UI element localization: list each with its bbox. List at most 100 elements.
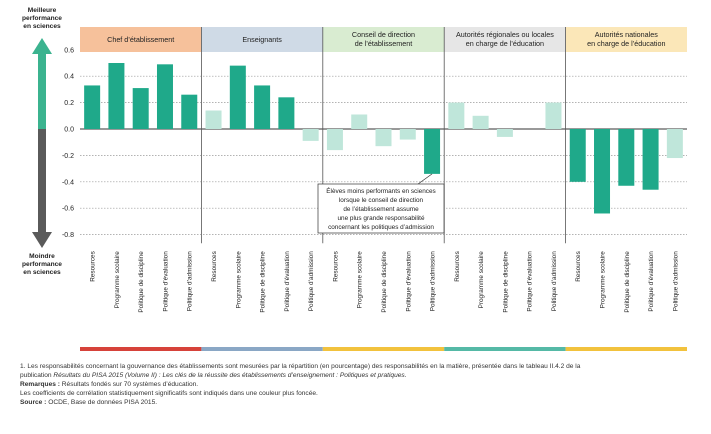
category-label: Resources bbox=[90, 251, 97, 282]
group-title: Autorités régionales ou locales bbox=[456, 30, 554, 39]
category-label: Politique d’évaluation bbox=[162, 251, 169, 312]
group-color-band bbox=[322, 347, 445, 351]
y-tick-label: 0.2 bbox=[64, 100, 74, 107]
remarks-line-1: Remarques : Résultats fondés sur 70 syst… bbox=[20, 380, 696, 389]
group-color-band bbox=[565, 347, 687, 351]
group-header bbox=[444, 27, 566, 52]
annotation-text: lorsque le conseil de direction bbox=[339, 197, 424, 204]
category-label: Programme scolaire bbox=[114, 251, 121, 309]
group-title: Enseignants bbox=[242, 35, 282, 44]
y-tick-label: 0.6 bbox=[64, 47, 74, 54]
group-header bbox=[80, 27, 202, 52]
group-title: en charge de l’éducation bbox=[587, 39, 665, 48]
category-label: Politique d’évaluation bbox=[648, 251, 655, 312]
annotation-text: concernant les politiques d’admission bbox=[328, 224, 434, 231]
source-line: Source : OCDE, Base de données PISA 2015… bbox=[20, 398, 696, 407]
bar bbox=[496, 129, 513, 137]
bar bbox=[181, 94, 198, 129]
category-label: Politique de discipline bbox=[138, 251, 145, 313]
bar bbox=[205, 110, 222, 129]
group-title: Autorités nationales bbox=[595, 30, 659, 39]
bar bbox=[448, 102, 465, 129]
bar bbox=[132, 88, 149, 129]
bar bbox=[642, 129, 659, 190]
annotation-text: une plus grande responsabilité bbox=[337, 215, 424, 222]
bar bbox=[108, 63, 125, 129]
category-label: Politique de discipline bbox=[502, 251, 509, 313]
bar bbox=[424, 129, 441, 174]
source-text: OCDE, Base de données PISA 2015. bbox=[46, 399, 158, 406]
annotation-box bbox=[317, 183, 445, 234]
category-label: Politique d’évaluation bbox=[284, 251, 291, 312]
bar bbox=[375, 129, 392, 147]
category-label: Programme scolaire bbox=[235, 251, 242, 309]
source-label: Source : bbox=[20, 399, 47, 406]
bar bbox=[472, 115, 489, 129]
category-label: Politique d’admission bbox=[187, 251, 194, 311]
annotation-text: de l’établissement assume bbox=[343, 206, 419, 213]
bar bbox=[618, 129, 635, 186]
group-header bbox=[322, 27, 445, 52]
chart-notes: 1. Les responsabilités concernant la gou… bbox=[20, 362, 696, 407]
y-tick-label: -0.6 bbox=[62, 206, 74, 213]
y-tick-label: -0.8 bbox=[62, 232, 74, 239]
annotation-leader bbox=[417, 173, 433, 185]
bar bbox=[254, 85, 271, 129]
y-tick-label: -0.4 bbox=[62, 179, 74, 186]
bar bbox=[351, 114, 368, 129]
category-label: Politique d’évaluation bbox=[527, 251, 534, 312]
note-1-prefix: publication bbox=[20, 372, 54, 379]
bar bbox=[399, 129, 416, 140]
category-label: Politique de discipline bbox=[381, 251, 388, 313]
group-header bbox=[201, 27, 323, 52]
category-label: Politique de discipline bbox=[624, 251, 631, 313]
bar bbox=[569, 129, 586, 182]
bar bbox=[666, 129, 683, 159]
arrow-shaft-up bbox=[38, 53, 46, 129]
bar bbox=[84, 85, 101, 129]
y-top-label: Meilleure bbox=[28, 7, 57, 14]
governance-correlation-chart: 0.6 0.4 0.2 0.0 -0.2 -0.4 -0.6 -0.8 Chef d’établ… bbox=[22, 7, 687, 351]
category-label: Politique d’admission bbox=[551, 251, 558, 311]
group-title: de l’établissement bbox=[355, 39, 413, 48]
group-color-band bbox=[201, 347, 323, 351]
category-label: Resources bbox=[454, 251, 461, 282]
y-bottom-label: Moindre bbox=[29, 253, 55, 260]
category-label: Resources bbox=[211, 251, 218, 282]
bar bbox=[278, 97, 295, 129]
group-title: Conseil de direction bbox=[352, 30, 415, 39]
y-top-label: performance bbox=[22, 15, 62, 22]
bar bbox=[229, 65, 246, 129]
annotation-text: Élèves moins performants en sciences bbox=[326, 186, 435, 195]
group-title: Chef d’établissement bbox=[107, 35, 174, 44]
category-label: Programme scolaire bbox=[357, 251, 364, 309]
y-bottom-label: performance bbox=[22, 261, 62, 268]
y-bottom-label: en sciences bbox=[23, 269, 61, 276]
group-title: en charge de l’éducation bbox=[466, 39, 544, 48]
note-1-publication: Résultats du PISA 2015 (Volume II) : Les… bbox=[53, 372, 407, 379]
note-1-line-1: 1. Les responsabilités concernant la gou… bbox=[20, 363, 581, 370]
category-label: Resources bbox=[575, 251, 582, 282]
bar bbox=[594, 129, 611, 214]
remarks-text: Résultats fondés sur 70 systèmes d’éduca… bbox=[59, 381, 199, 388]
bar bbox=[326, 129, 343, 151]
category-label: Politique d’évaluation bbox=[405, 251, 412, 312]
category-label: Politique d’admission bbox=[672, 251, 679, 311]
note-1-line-2: publication Résultats du PISA 2015 (Volu… bbox=[20, 371, 696, 380]
arrow-shaft-down bbox=[38, 129, 46, 233]
category-label: Politique d’admission bbox=[430, 251, 437, 311]
y-tick-label: -0.2 bbox=[62, 153, 74, 160]
category-label: Resources bbox=[332, 251, 339, 282]
y-tick-label: 0.0 bbox=[64, 127, 74, 134]
bar bbox=[156, 64, 173, 129]
remarks-line-2: Les coefficients de corrélation statisti… bbox=[20, 390, 318, 397]
bar bbox=[302, 129, 319, 141]
y-top-label: en sciences bbox=[23, 23, 61, 30]
group-color-band bbox=[444, 347, 566, 351]
y-tick-label: 0.4 bbox=[64, 74, 74, 81]
category-label: Politique d’admission bbox=[308, 251, 315, 311]
bar bbox=[545, 102, 562, 129]
arrow-head-up bbox=[32, 38, 52, 54]
remarks-label: Remarques : bbox=[20, 381, 60, 388]
category-label: Politique de discipline bbox=[260, 251, 267, 313]
